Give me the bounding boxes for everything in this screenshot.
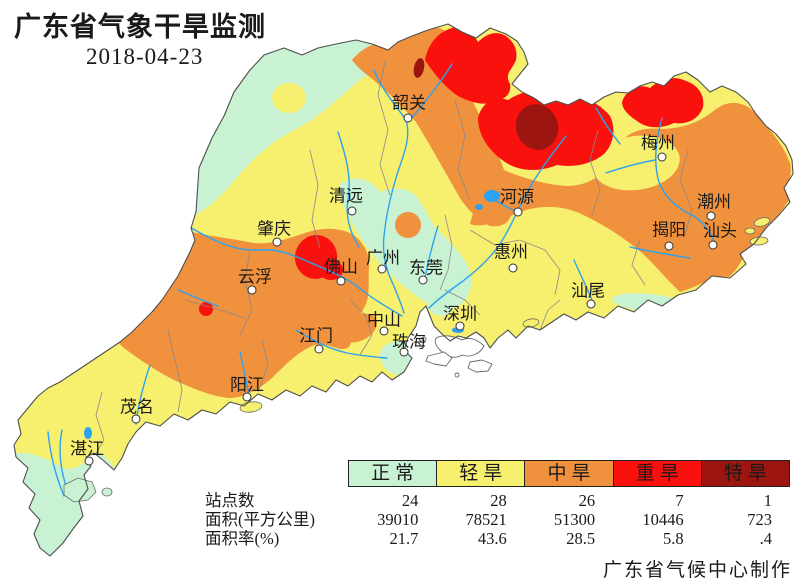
city-marker-yangjiang [242,392,252,402]
stats-row-label-area-rate: 面积率(%) [205,529,280,548]
city-marker-zhuhai [399,347,409,357]
city-marker-dongguan [418,275,428,285]
city-label-zhongshan: 中山 [367,311,401,330]
legend-item-severe: 重旱 [612,460,702,487]
city-label-shantou: 汕头 [703,222,737,241]
stats-value-station-count-normal: 24 [401,491,419,510]
drought-legend: 正常 轻旱 中旱 重旱 特旱 [348,460,791,487]
hongkong-outlines [421,335,493,378]
stats-value-area-rate-severe: 5.8 [662,529,684,548]
city-label-qingyuan: 清远 [329,187,363,206]
stats-value-area-rate-light: 43.6 [477,529,507,548]
city-marker-zhaoqing [272,237,282,247]
stats-value-station-count-light: 28 [490,491,507,510]
island-naozhou [101,487,113,497]
province-outline [13,23,794,557]
city-marker-foshan [336,276,346,286]
legend-item-label: 重旱 [635,463,684,484]
city-label-chaozhou: 潮州 [697,193,731,212]
region-extreme-shaoguan-spot [413,58,425,78]
region-severe-shaoguan-ne [425,27,517,104]
legend-item-label: 轻旱 [459,463,508,484]
city-marker-zhanjiang [84,456,94,466]
city-marker-shanwei [586,299,596,309]
stats-value-area-rate-normal: 21.7 [389,529,419,548]
stats-value-area-light: 78521 [465,510,507,529]
island-nanao [753,217,771,227]
drought-stats-table: 站点数 24 28 26 7 1 面积(平方公里) 39010 78521 51300 10446 7… [205,491,790,548]
stats-value-area-normal: 39010 [377,510,419,529]
city-marker-zhongshan [379,326,389,336]
legend-item-moderate: 中旱 [524,460,614,487]
city-marker-qingyuan [347,206,357,216]
city-label-maoming: 茂名 [120,398,154,417]
city-marker-yunfu [247,285,257,295]
city-label-dongguan: 东莞 [409,259,443,278]
region-moderate-zhongshan [339,313,377,343]
legend-item-normal: 正常 [348,460,438,487]
legend-item-label: 中旱 [547,463,596,484]
stats-value-area-moderate: 51300 [553,510,596,529]
map-title: 广东省气象干旱监测 [14,12,266,42]
city-marker-jieyang [664,241,674,251]
city-marker-maoming [131,414,141,424]
city-marker-shantou [708,240,718,250]
city-label-foshan: 佛山 [324,258,358,277]
region-severe-luoding-dot [199,302,213,316]
city-label-zhuhai: 珠海 [392,333,426,352]
hongkong-newterritories [434,335,485,358]
city-label-meizhou: 梅州 [641,134,675,153]
stats-value-area-rate-moderate: 28.5 [566,529,596,548]
stats-value-area-severe: 10446 [642,510,684,529]
city-marker-guangzhou [377,264,387,274]
legend-item-extreme: 特旱 [700,460,791,487]
city-label-jieyang: 揭阳 [652,221,686,240]
city-label-shaoguan: 韶关 [392,94,426,113]
region-normal-shenzhen-west [425,290,455,316]
credit-text: 广东省气候中心制作 [602,560,792,581]
island-east-1 [744,227,756,235]
legend-item-label: 正常 [371,463,420,484]
region-normal-central [339,178,472,309]
city-label-jiangmen: 江门 [299,327,333,346]
city-label-shenzhen: 深圳 [443,305,477,324]
city-label-yangjiang: 阳江 [230,376,264,395]
region-moderate-qingyuan-dot [395,212,421,238]
region-light-drought-nw-patch [272,83,306,113]
region-severe-northeast [622,78,704,128]
city-label-zhaoqing: 肇庆 [257,220,291,239]
legend-item-light: 轻旱 [436,460,526,487]
legend-item-label: 特旱 [723,463,772,484]
hongkong-island [467,359,493,373]
stats-value-station-count-moderate: 26 [578,491,596,510]
city-marker-shaoguan [403,113,413,123]
city-marker-jiangmen [314,344,324,354]
region-moderate-north-band [352,27,513,227]
city-label-yunfu: 云浮 [238,268,272,287]
map-date: 2018-04-23 [86,44,204,69]
city-label-guangzhou: 广州 [366,249,400,268]
city-label-zhanjiang: 湛江 [70,440,104,459]
city-marker-meizhou [657,152,667,162]
city-marker-heyuan [513,207,523,217]
stats-row-label-station-count: 站点数 [205,491,255,510]
city-marker-chaozhou [706,211,716,221]
city-label-huizhou: 惠州 [494,243,528,262]
stats-value-area-rate-extreme: .4 [759,529,772,548]
stats-value-station-count-severe: 7 [675,491,684,510]
stats-value-station-count-extreme: 1 [763,491,772,510]
stats-row-label-area: 面积(平方公里) [205,510,315,529]
city-marker-shenzhen [455,321,465,331]
city-label-heyuan: 河源 [500,188,534,207]
region-extreme-core [515,104,559,150]
city-label-shanwei: 汕尾 [571,282,605,301]
hongkong-lantau [425,351,453,367]
stats-value-area-extreme: 723 [747,510,772,529]
island-donghai [63,477,97,503]
city-marker-huizhou [508,263,518,273]
region-normal-northwest [196,38,394,215]
